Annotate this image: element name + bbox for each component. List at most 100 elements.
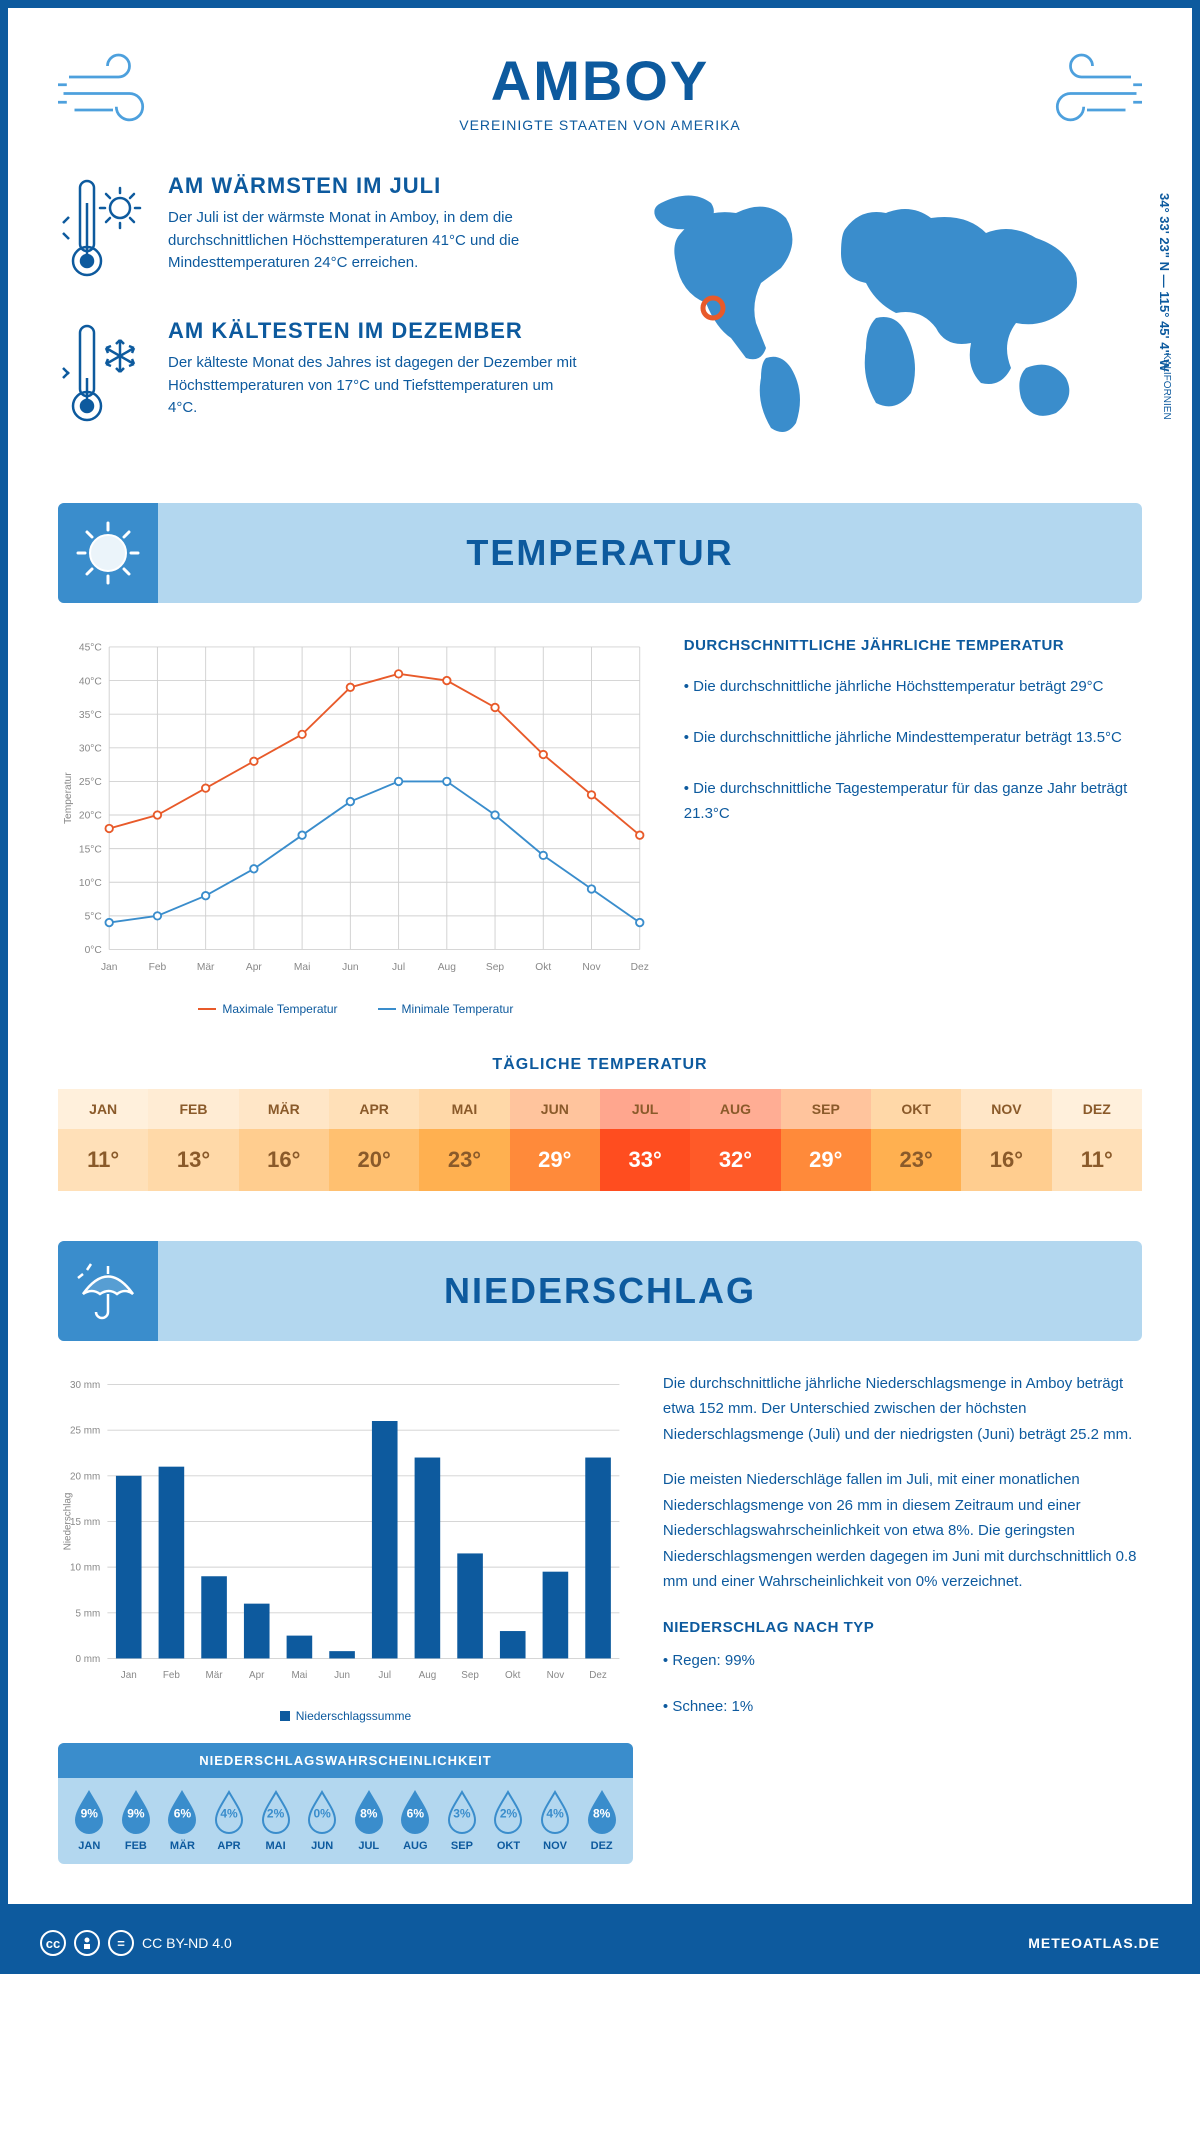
daily-temp-cell: SEP 29° <box>781 1089 871 1191</box>
probability-cell: 4% NOV <box>532 1790 579 1852</box>
svg-text:Mär: Mär <box>206 1670 224 1681</box>
coldest-title: AM KÄLTESTEN IM DEZEMBER <box>168 318 580 344</box>
svg-text:0 mm: 0 mm <box>76 1654 101 1665</box>
svg-text:15 mm: 15 mm <box>70 1517 100 1528</box>
svg-text:Feb: Feb <box>163 1670 181 1681</box>
daily-temp-cell: AUG 32° <box>690 1089 780 1191</box>
svg-text:Sep: Sep <box>486 962 504 973</box>
probability-cell: 9% JAN <box>66 1790 113 1852</box>
raindrop-icon: 9% <box>119 1790 153 1834</box>
page-footer: cc = CC BY-ND 4.0 METEOATLAS.DE <box>0 1912 1200 1974</box>
daily-temp-table: JAN 11° FEB 13° MÄR 16° APR 20° MAI 23° … <box>58 1089 1142 1191</box>
by-icon <box>74 1930 100 1956</box>
svg-text:0°C: 0°C <box>85 945 102 956</box>
svg-text:10°C: 10°C <box>79 878 102 889</box>
svg-text:35°C: 35°C <box>79 710 102 721</box>
temperature-heading: TEMPERATUR <box>466 532 733 574</box>
temperature-banner: TEMPERATUR <box>58 503 1142 603</box>
probability-cell: 0% JUN <box>299 1790 346 1852</box>
daily-temp-cell: JAN 11° <box>58 1089 148 1191</box>
svg-text:Sep: Sep <box>461 1670 479 1681</box>
svg-text:Jun: Jun <box>342 962 359 973</box>
daily-temp-cell: DEZ 11° <box>1052 1089 1142 1191</box>
svg-text:Jan: Jan <box>101 962 118 973</box>
cc-icon: cc <box>40 1930 66 1956</box>
svg-text:45°C: 45°C <box>79 643 102 654</box>
probability-cell: 2% OKT <box>485 1790 532 1852</box>
coldest-fact: AM KÄLTESTEN IM DEZEMBER Der kälteste Mo… <box>58 318 580 433</box>
svg-text:Jan: Jan <box>121 1670 137 1681</box>
probability-cell: 6% MÄR <box>159 1790 206 1852</box>
region-label: KALIFORNIEN <box>1161 353 1172 420</box>
svg-text:30 mm: 30 mm <box>70 1380 100 1391</box>
svg-text:Okt: Okt <box>505 1670 521 1681</box>
svg-text:5 mm: 5 mm <box>76 1608 101 1619</box>
license-text: CC BY-ND 4.0 <box>142 1935 232 1951</box>
svg-text:Aug: Aug <box>419 1670 437 1681</box>
svg-text:Mär: Mär <box>197 962 215 973</box>
page-header: AMBOY VEREINIGTE STAATEN VON AMERIKA <box>58 48 1142 133</box>
raindrop-icon: 9% <box>72 1790 106 1834</box>
svg-text:Jul: Jul <box>392 962 405 973</box>
raindrop-icon: 4% <box>212 1790 246 1834</box>
probability-cell: 8% JUL <box>345 1790 392 1852</box>
svg-text:Apr: Apr <box>249 1670 265 1681</box>
svg-text:20°C: 20°C <box>79 811 102 822</box>
svg-text:Mai: Mai <box>294 962 310 973</box>
daily-temp-title: TÄGLICHE TEMPERATUR <box>58 1056 1142 1074</box>
svg-text:20 mm: 20 mm <box>70 1471 100 1482</box>
daily-temp-cell: JUN 29° <box>510 1089 600 1191</box>
raindrop-icon: 4% <box>538 1790 572 1834</box>
svg-text:Jun: Jun <box>334 1670 350 1681</box>
temperature-summary: DURCHSCHNITTLICHE JÄHRLICHE TEMPERATUR •… <box>684 633 1142 1016</box>
svg-text:Aug: Aug <box>438 962 456 973</box>
svg-text:Dez: Dez <box>589 1670 607 1681</box>
svg-text:Dez: Dez <box>631 962 649 973</box>
probability-cell: 3% SEP <box>439 1790 486 1852</box>
coordinates: 34° 33' 23" N — 115° 45' 4" W <box>1157 193 1172 372</box>
svg-text:Feb: Feb <box>149 962 167 973</box>
raindrop-icon: 8% <box>352 1790 386 1834</box>
raindrop-icon: 3% <box>445 1790 479 1834</box>
daily-temp-cell: MAI 23° <box>419 1089 509 1191</box>
svg-text:Nov: Nov <box>582 962 601 973</box>
nd-icon: = <box>108 1930 134 1956</box>
raindrop-icon: 6% <box>165 1790 199 1834</box>
thermometer-sun-icon <box>58 173 148 288</box>
site-name: METEOATLAS.DE <box>1028 1935 1160 1951</box>
thermometer-snow-icon <box>58 318 148 433</box>
coldest-text: Der kälteste Monat des Jahres ist dagege… <box>168 352 580 420</box>
raindrop-icon: 2% <box>259 1790 293 1834</box>
precipitation-banner: NIEDERSCHLAG <box>58 1241 1142 1341</box>
daily-temp-cell: FEB 13° <box>148 1089 238 1191</box>
probability-cell: 6% AUG <box>392 1790 439 1852</box>
daily-temp-cell: NOV 16° <box>961 1089 1051 1191</box>
precipitation-heading: NIEDERSCHLAG <box>444 1270 756 1312</box>
probability-cell: 8% DEZ <box>578 1790 625 1852</box>
svg-text:Temperatur: Temperatur <box>63 772 74 824</box>
svg-text:30°C: 30°C <box>79 744 102 755</box>
raindrop-icon: 6% <box>398 1790 432 1834</box>
svg-text:Mai: Mai <box>291 1670 307 1681</box>
wind-icon-right <box>1032 48 1142 133</box>
probability-cell: 4% APR <box>206 1790 253 1852</box>
probability-cell: 9% FEB <box>113 1790 160 1852</box>
precipitation-probability-box: NIEDERSCHLAGSWAHRSCHEINLICHKEIT 9% JAN 9… <box>58 1743 633 1864</box>
raindrop-icon: 8% <box>585 1790 619 1834</box>
svg-text:25 mm: 25 mm <box>70 1425 100 1436</box>
precipitation-bar-chart: 0 mm 5 mm 10 mm 15 mm 20 mm 25 mm 30 mm Jan Feb M… <box>58 1371 633 1694</box>
svg-text:15°C: 15°C <box>79 844 102 855</box>
warmest-fact: AM WÄRMSTEN IM JULI Der Juli ist der wär… <box>58 173 580 288</box>
svg-text:Nov: Nov <box>547 1670 565 1681</box>
daily-temp-cell: OKT 23° <box>871 1089 961 1191</box>
probability-cell: 2% MAI <box>252 1790 299 1852</box>
temperature-line-chart: 0°C5°C10°C15°C20°C25°C30°C35°C40°C45°CJa… <box>58 633 654 987</box>
daily-temp-cell: MÄR 16° <box>239 1089 329 1191</box>
svg-text:Apr: Apr <box>246 962 262 973</box>
svg-text:40°C: 40°C <box>79 676 102 687</box>
svg-text:Jul: Jul <box>378 1670 391 1681</box>
precip-chart-legend: Niederschlagssumme <box>58 1709 633 1723</box>
svg-text:25°C: 25°C <box>79 777 102 788</box>
svg-text:10 mm: 10 mm <box>70 1562 100 1573</box>
daily-temp-cell: APR 20° <box>329 1089 419 1191</box>
